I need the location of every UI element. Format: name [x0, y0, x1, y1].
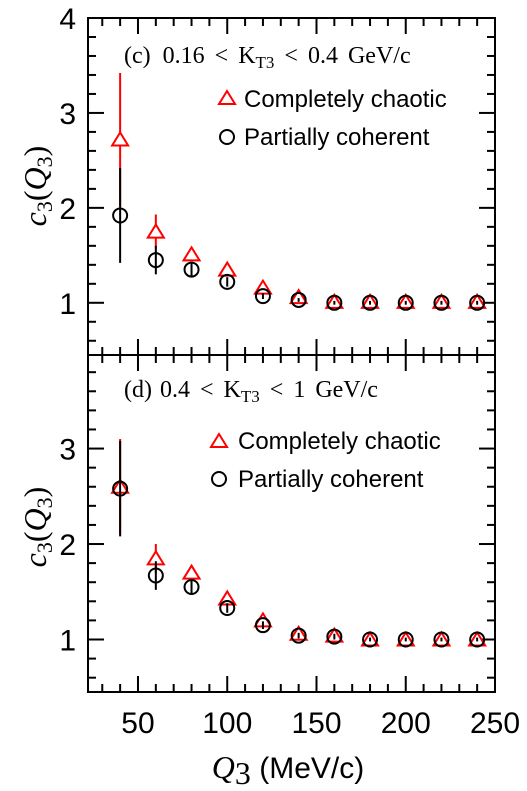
y-tick-labels: 1 2 3: [59, 434, 76, 658]
data-point-coherent: [433, 631, 450, 648]
x-tick-label: 50: [121, 707, 154, 740]
legend-triangle-marker: [217, 89, 237, 105]
y-tick-labels: 1 2 3 4: [59, 3, 76, 321]
data-point-coherent: [112, 480, 129, 497]
x-tick-labels: 50 100 150 200 250: [121, 707, 520, 740]
x-tick-label: 100: [202, 707, 252, 740]
legend-circle-marker: [219, 129, 235, 145]
data-point-coherent: [290, 291, 307, 308]
data-point-coherent: [433, 294, 450, 311]
data-point-coherent: [112, 207, 129, 224]
legend: Completely chaotic Partially coherent: [209, 428, 441, 493]
y-axis-title-c: c3(Q3): [17, 146, 57, 227]
x-tick-label: 250: [470, 707, 520, 740]
data-point-coherent: [254, 617, 271, 634]
panel-d: 1 2 3 (d) 0.4 < KT3 < 1 GeV/c Completely c…: [59, 354, 496, 693]
data-points: [110, 73, 487, 311]
legend-triangle-marker: [209, 432, 229, 448]
legend-circle-marker: [211, 471, 227, 487]
y-axis-title-d: c3(Q3): [17, 487, 57, 568]
y-tick-label: 2: [59, 193, 76, 226]
plot-frame: [87, 354, 496, 693]
data-point-coherent: [254, 288, 271, 305]
data-point-chaotic: [181, 245, 202, 262]
y-tick-label: 3: [59, 434, 76, 467]
panel-label: (c) 0.16 < KT3 < 0.4 GeV/c: [124, 43, 411, 74]
data-point-chaotic: [288, 288, 309, 305]
data-point-coherent: [362, 294, 379, 311]
data-point-coherent: [147, 252, 164, 269]
data-point-coherent: [183, 578, 200, 595]
data-point-coherent: [219, 273, 236, 290]
data-point-coherent: [469, 631, 486, 648]
data-point-coherent: [397, 294, 414, 311]
x-tick-label: 200: [381, 707, 431, 740]
y-tick-label: 3: [59, 98, 76, 131]
y-tick-label: 1: [59, 624, 76, 657]
y-tick-label: 2: [59, 529, 76, 562]
legend: Completely chaotic Partially coherent: [217, 86, 447, 151]
data-point-coherent: [362, 631, 379, 648]
panel-c: 1 2 3 4 (c) 0.16 < KT3 < 0.4 GeV/c Complete…: [59, 3, 496, 356]
data-point-coherent: [290, 627, 307, 644]
data-point-coherent: [469, 294, 486, 311]
data-point-coherent: [219, 599, 236, 616]
data-point-chaotic: [181, 563, 202, 580]
y-tick-label: 4: [59, 3, 76, 36]
x-axis-title: Q3 (MeV/c): [212, 749, 364, 791]
data-points: [110, 439, 487, 648]
data-point-coherent: [326, 294, 343, 311]
y-tick-label: 1: [59, 288, 76, 321]
tick-marks: [88, 355, 496, 692]
legend-label-coherent: Partially coherent: [238, 466, 424, 493]
data-point-chaotic: [146, 222, 166, 239]
x-tick-label: 150: [291, 707, 341, 740]
data-point-coherent: [397, 631, 414, 648]
panel-label: (d) 0.4 < KT3 < 1 GeV/c: [124, 377, 378, 408]
data-point-coherent: [183, 261, 200, 278]
legend-label-coherent: Partially coherent: [244, 124, 430, 151]
legend-label-chaotic: Completely chaotic: [244, 86, 447, 113]
data-point-chaotic: [110, 130, 130, 147]
data-point-coherent: [326, 628, 343, 645]
data-point-coherent: [147, 567, 164, 584]
tick-marks: [88, 17, 496, 355]
legend-label-chaotic: Completely chaotic: [238, 428, 441, 455]
